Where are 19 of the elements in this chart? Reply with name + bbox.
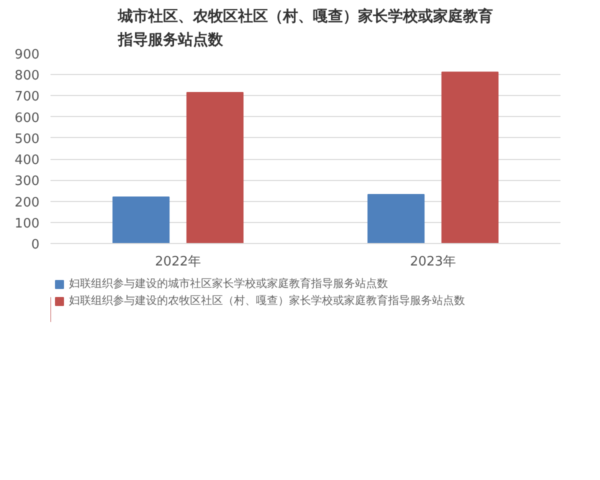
legend-label: 妇联组织参与建设的城市社区家长学校或家庭教育指导服务站点数 [69, 276, 388, 291]
y-tick-label: 700 [14, 90, 40, 105]
y-tick-label: 800 [14, 68, 40, 84]
y-tick-label: 400 [14, 153, 40, 168]
y-tick-label: 200 [14, 195, 40, 210]
y-tick-label: 600 [14, 110, 40, 126]
bar [367, 194, 425, 244]
bar [186, 92, 244, 244]
y-tick-label: 900 [14, 48, 40, 62]
legend-label: 妇联组织参与建设的农牧区社区（村、嘎查）家长学校或家庭教育指导服务站点数 [69, 293, 465, 308]
y-tick-label: 500 [14, 132, 40, 147]
y-tick-label: 300 [14, 174, 40, 190]
y-tick-label: 0 [31, 238, 40, 252]
x-tick-label: 2023年 [410, 254, 456, 270]
y-tick-label: 100 [14, 216, 40, 232]
x-tick-label: 2022年 [154, 254, 202, 270]
bar [441, 72, 499, 244]
bar [112, 196, 170, 244]
chart-title: 城市社区、农牧区社区（村、嘎查）家长学校或家庭教育指导服务站点数 [117, 7, 493, 48]
